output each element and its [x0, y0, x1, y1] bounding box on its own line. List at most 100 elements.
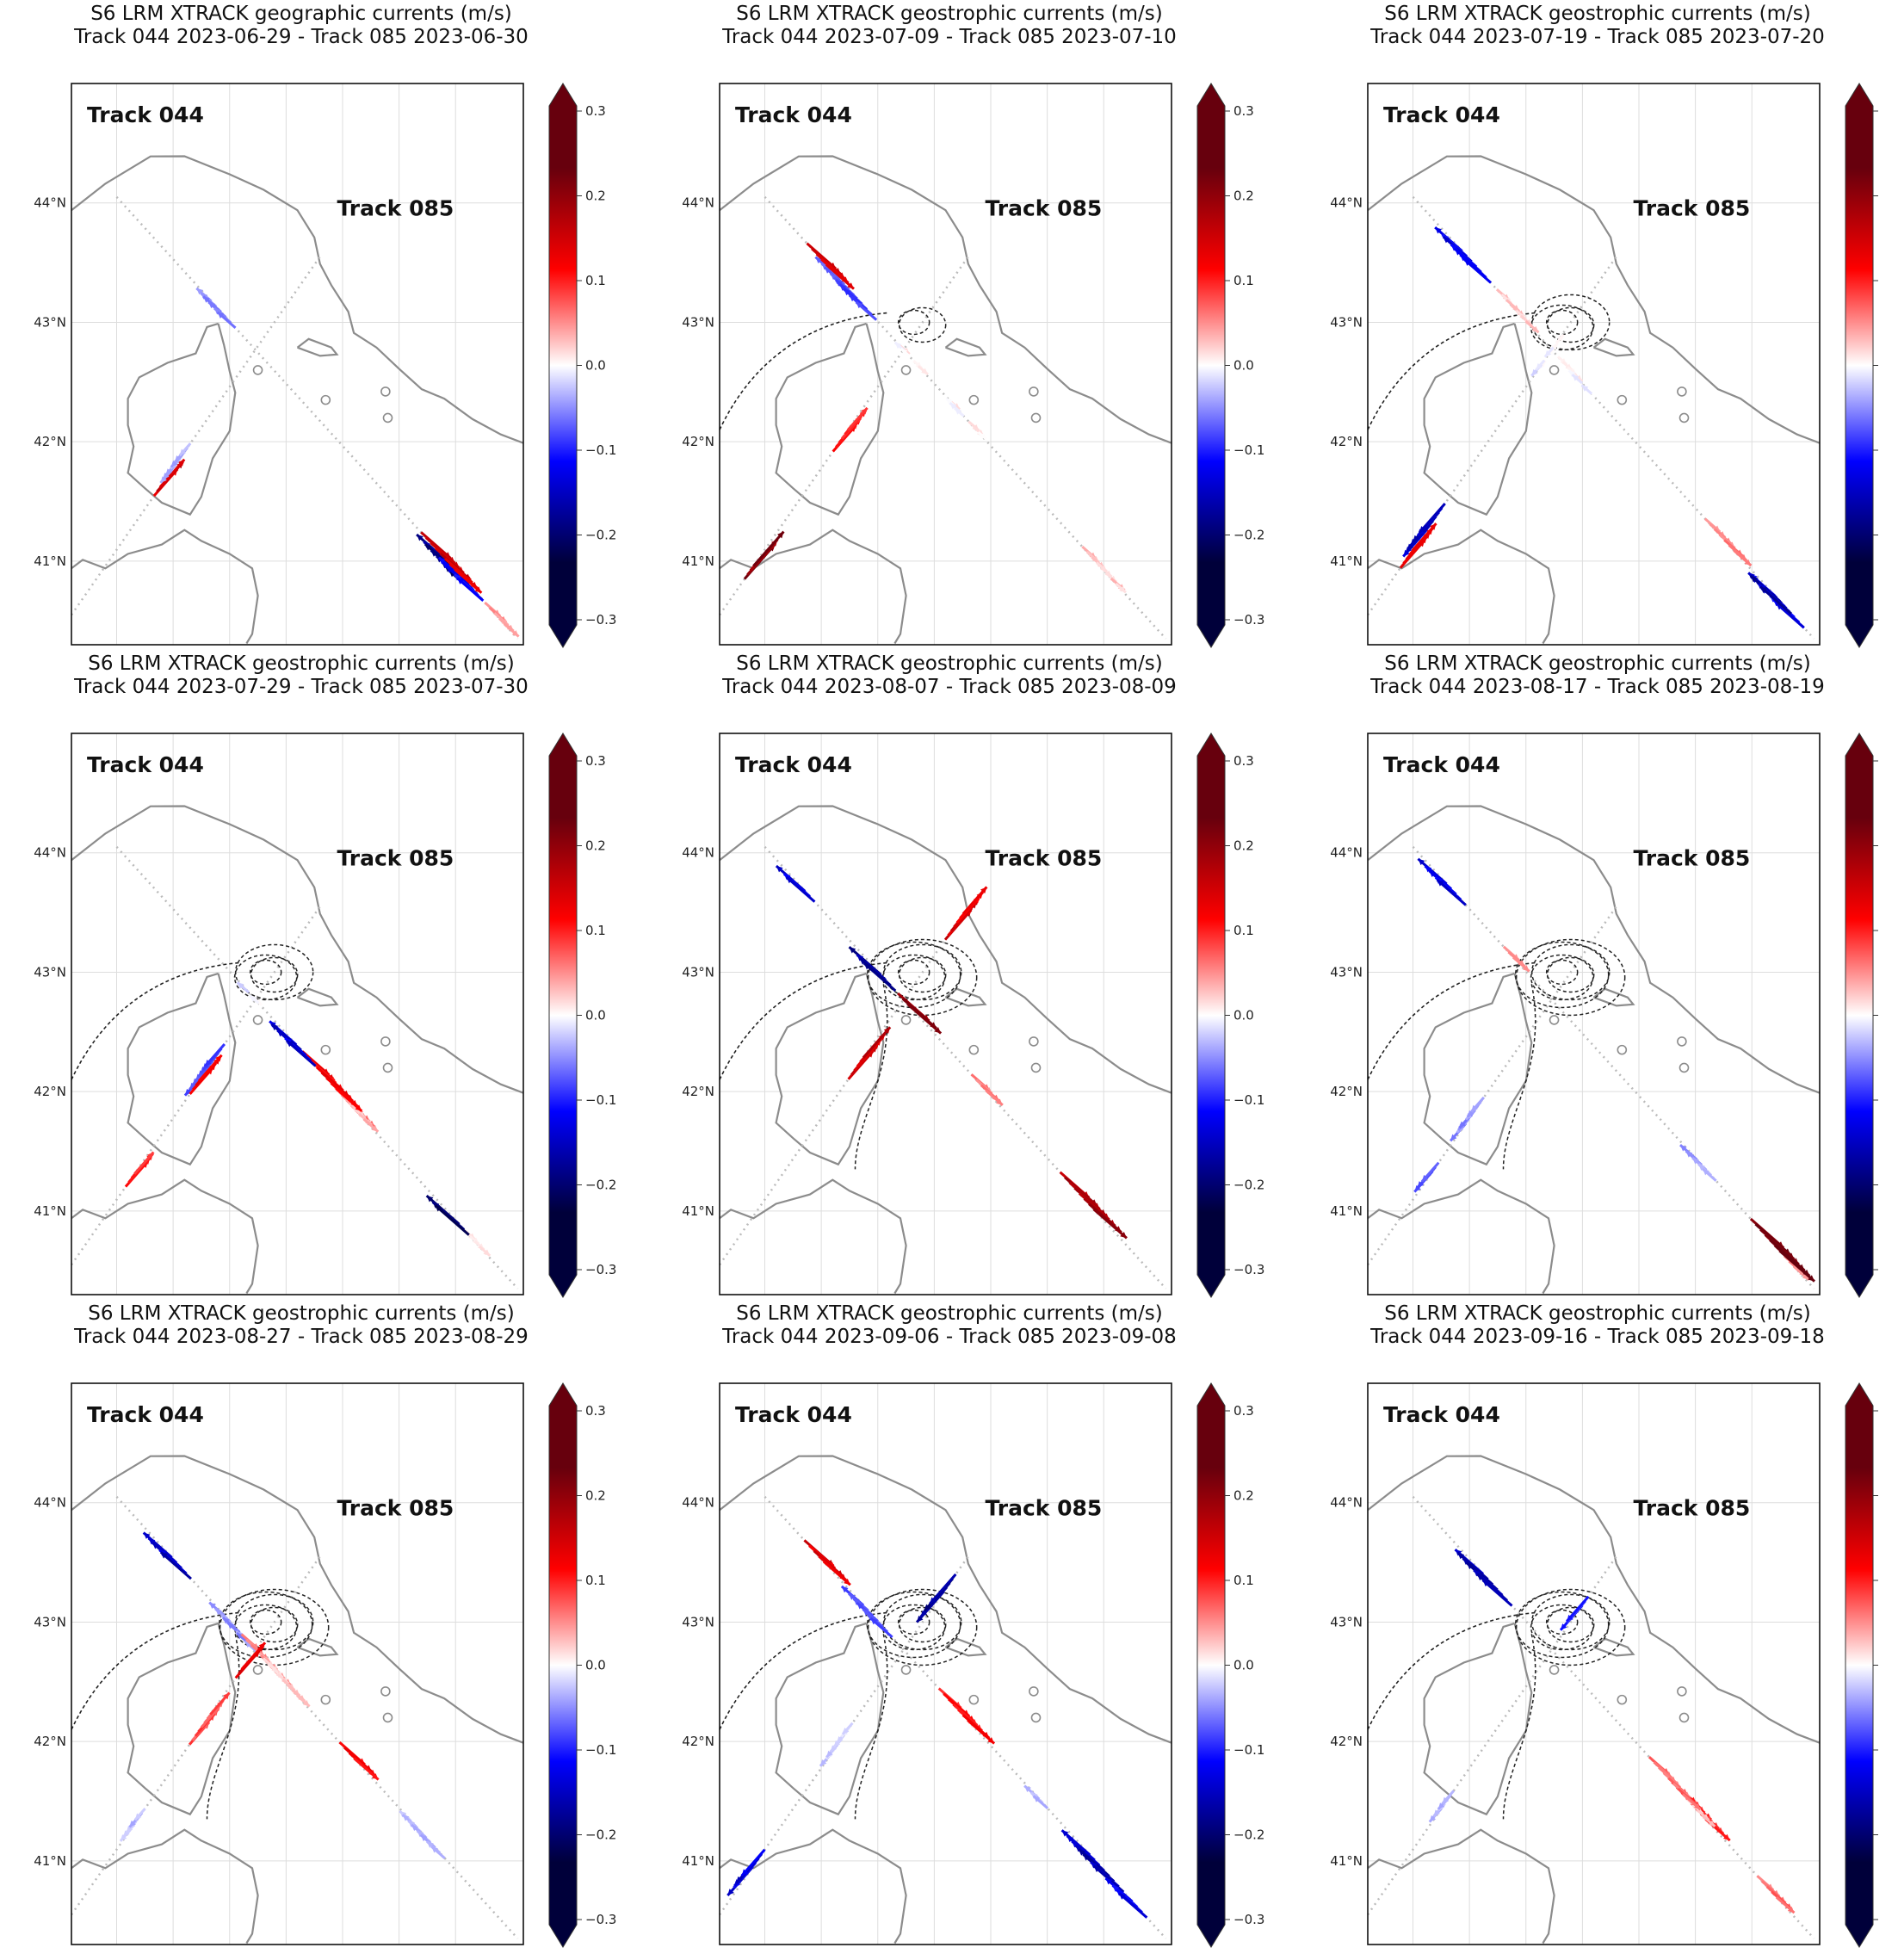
colorbar — [1196, 733, 1226, 1298]
map-svg: 8.5°E9°E9.5°E10°E10.5°E11°E11.5°E44°N43°… — [34, 733, 616, 1298]
colorbar-tick-label: 0.1 — [585, 1573, 606, 1588]
map-svg: 8.5°E9°E9.5°E10°E10.5°E11°E11.5°E44°N43°… — [34, 83, 616, 648]
coastline — [1367, 805, 1821, 1094]
lat-tick-label: 43°N — [34, 1614, 66, 1629]
lat-tick-label: 41°N — [682, 1853, 714, 1869]
track-085-label: Track 085 — [1633, 196, 1750, 221]
current-arrow-head — [1802, 1273, 1809, 1280]
current-arrow-head — [120, 1834, 127, 1841]
current-arrow-head — [1567, 1614, 1573, 1622]
current-arrow-head — [442, 561, 450, 569]
current-arrow-head — [1413, 535, 1419, 542]
current-arrow-head — [438, 557, 446, 565]
coastline — [719, 805, 1172, 1094]
current-arrow-head — [1531, 325, 1539, 333]
current-arrow — [1092, 1208, 1128, 1240]
coastline — [127, 972, 237, 1166]
contour-line — [206, 1634, 240, 1820]
current-arrow-head — [1572, 374, 1580, 381]
colorbar-tick-label: −0.2 — [1233, 528, 1264, 543]
colorbar-tick-label: −0.1 — [585, 442, 616, 458]
panel-title: S6 LRM XTRACK geographic currents (m/s) — [90, 3, 512, 25]
colorbar-tick-label: 0.3 — [1233, 753, 1254, 769]
current-arrow-head — [1708, 1820, 1716, 1827]
colorbar-tick-label: 0.2 — [1233, 189, 1254, 204]
colorbar-tick-label: 0.0 — [585, 1658, 606, 1673]
current-arrow-head — [1531, 368, 1538, 376]
island — [252, 365, 263, 375]
current-arrow-head — [1079, 1849, 1085, 1856]
colorbar-tick-label: 0.3 — [585, 103, 606, 119]
current-arrow-head — [1787, 1906, 1795, 1914]
current-arrow-head — [177, 459, 185, 467]
lat-tick-label: 42°N — [1330, 434, 1363, 449]
current-arrow-head — [408, 1821, 416, 1827]
current-arrow-head — [215, 1608, 222, 1616]
lat-tick-label: 42°N — [682, 1084, 714, 1099]
colorbar-tick-label: −0.3 — [1233, 1912, 1264, 1927]
satellite-track — [70, 256, 321, 616]
current-arrow-head — [741, 1869, 749, 1877]
island — [382, 1712, 393, 1723]
current-arrow-head — [1066, 1835, 1074, 1843]
colorbar — [548, 733, 578, 1298]
current-arrow — [929, 1573, 957, 1605]
island — [1617, 1694, 1628, 1705]
coastline — [1423, 322, 1533, 516]
island — [968, 1694, 980, 1705]
map-panel: S6 LRM XTRACK geostrophic currents (m/s)… — [1296, 0, 1898, 650]
track-044-label: Track 044 — [87, 752, 204, 777]
current-arrow-head — [1061, 1830, 1069, 1837]
current-arrow-head — [1462, 1558, 1470, 1565]
colorbar — [1196, 83, 1226, 648]
panel-title: S6 LRM XTRACK geostrophic currents (m/s) — [736, 1302, 1163, 1325]
current-arrow-head — [1536, 362, 1543, 370]
contour-line — [1367, 312, 1537, 430]
current-arrow-head — [1425, 866, 1432, 873]
current-arrow-head — [184, 1088, 192, 1096]
contour-line — [1514, 1591, 1610, 1659]
satellite-track — [1366, 906, 1617, 1266]
coastline — [1367, 155, 1821, 444]
current-arrow-head — [431, 1846, 438, 1853]
island — [380, 1036, 391, 1047]
colorbar-tick-label: −0.1 — [1233, 1742, 1264, 1758]
contour-line — [1546, 306, 1595, 343]
current-arrow-head — [1808, 1275, 1815, 1282]
current-arrow — [159, 1551, 192, 1580]
lat-tick-label: 41°N — [34, 1203, 66, 1219]
current-arrow-head — [179, 448, 187, 456]
track-085-label: Track 085 — [337, 846, 454, 871]
current-arrow-head — [203, 296, 210, 303]
current-arrow-head — [1703, 1169, 1709, 1176]
current-arrow-head — [1435, 227, 1442, 234]
current-arrow-head — [175, 455, 182, 462]
current-arrow-head — [826, 1750, 833, 1758]
current-arrow-head — [1482, 1580, 1490, 1587]
lat-tick-label: 41°N — [1330, 1853, 1363, 1869]
contour-line — [1546, 1606, 1595, 1643]
contour-line — [1546, 956, 1595, 993]
colorbar-tick-label: 0.0 — [1233, 1658, 1254, 1673]
island — [252, 1665, 263, 1675]
map-frame — [1367, 1382, 1821, 1945]
current-arrow-head — [426, 1196, 434, 1203]
map-frame — [71, 733, 524, 1295]
island — [252, 1015, 263, 1025]
island — [900, 1015, 912, 1025]
track-085-label: Track 085 — [1633, 1496, 1750, 1521]
current-arrow-head — [1457, 1552, 1465, 1560]
panel-title: S6 LRM XTRACK geostrophic currents (m/s) — [88, 1302, 515, 1325]
current-arrow-head — [844, 1578, 850, 1586]
colorbar-tick-label: 0.2 — [585, 189, 606, 204]
map-svg: 8.5°E9°E9.5°E10°E10.5°E11°E11.5°E44°N43°… — [682, 83, 1264, 648]
coastline — [296, 1637, 339, 1657]
current-arrow-head — [1442, 1796, 1449, 1804]
contour-line — [1502, 1634, 1536, 1820]
current-arrow-head — [856, 301, 863, 309]
current-arrow-head — [215, 1054, 222, 1062]
coastline — [71, 529, 259, 645]
current-arrow — [1436, 879, 1467, 906]
current-arrow-head — [934, 1027, 942, 1034]
current-arrow-head — [1685, 1151, 1693, 1158]
